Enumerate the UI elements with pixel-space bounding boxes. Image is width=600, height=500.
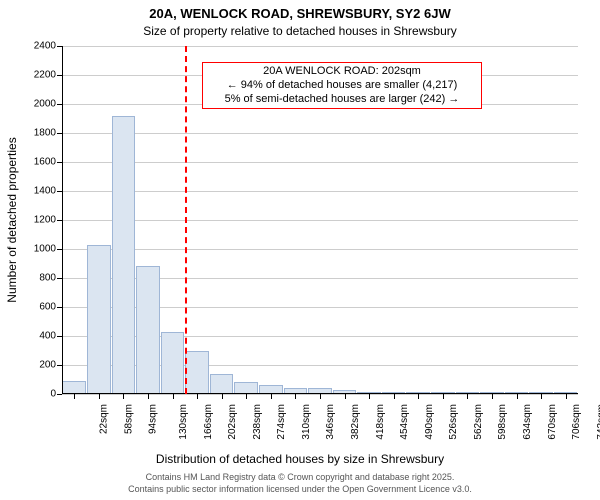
chart-container: { "chart": { "type": "histogram", "title… xyxy=(0,0,600,500)
x-tick-mark xyxy=(197,394,198,399)
histogram-bar xyxy=(161,332,185,394)
x-tick-label: 670sqm xyxy=(547,404,558,440)
chart-title-line2: Size of property relative to detached ho… xyxy=(0,24,600,38)
x-tick-mark xyxy=(541,394,542,399)
y-axis-label: Number of detached properties xyxy=(5,137,19,302)
x-tick-label: 418sqm xyxy=(375,404,386,440)
x-tick-mark xyxy=(271,394,272,399)
y-tick-label: 600 xyxy=(26,302,56,313)
y-tick-label: 800 xyxy=(26,273,56,284)
x-tick-label: 490sqm xyxy=(424,404,435,440)
y-tick-label: 2000 xyxy=(26,99,56,110)
x-tick-label: 130sqm xyxy=(178,404,189,440)
x-axis-line xyxy=(62,393,578,394)
x-tick-label: 166sqm xyxy=(203,404,214,440)
x-tick-label: 526sqm xyxy=(448,404,459,440)
gridline xyxy=(62,249,578,250)
x-tick-label: 634sqm xyxy=(522,404,533,440)
x-tick-mark xyxy=(492,394,493,399)
x-tick-label: 202sqm xyxy=(227,404,238,440)
y-tick-label: 2400 xyxy=(26,41,56,52)
annotation-box: 20A WENLOCK ROAD: 202sqm← 94% of detache… xyxy=(202,62,482,109)
x-tick-mark xyxy=(99,394,100,399)
x-tick-label: 346sqm xyxy=(326,404,337,440)
y-tick-label: 1800 xyxy=(26,128,56,139)
y-tick-label: 2200 xyxy=(26,70,56,81)
y-tick-label: 0 xyxy=(26,389,56,400)
x-tick-label: 598sqm xyxy=(498,404,509,440)
histogram-bar xyxy=(112,116,136,394)
y-tick-label: 400 xyxy=(26,331,56,342)
x-tick-mark xyxy=(148,394,149,399)
x-tick-label: 94sqm xyxy=(148,404,159,434)
x-tick-mark xyxy=(74,394,75,399)
x-tick-mark xyxy=(295,394,296,399)
y-tick-label: 1200 xyxy=(26,215,56,226)
x-axis-label: Distribution of detached houses by size … xyxy=(0,452,600,466)
gridline xyxy=(62,162,578,163)
footer-line-2: Contains public sector information licen… xyxy=(0,484,600,494)
x-tick-mark xyxy=(123,394,124,399)
x-tick-mark xyxy=(345,394,346,399)
x-tick-mark xyxy=(566,394,567,399)
histogram-bar xyxy=(210,374,234,394)
x-tick-label: 58sqm xyxy=(123,404,134,434)
histogram-bar xyxy=(185,351,209,395)
x-tick-label: 382sqm xyxy=(350,404,361,440)
x-tick-mark xyxy=(369,394,370,399)
plot-area: 0200400600800100012001400160018002000220… xyxy=(62,46,578,394)
annotation-line: ← 94% of detached houses are smaller (4,… xyxy=(207,79,477,93)
x-tick-mark xyxy=(418,394,419,399)
x-tick-label: 706sqm xyxy=(571,404,582,440)
x-tick-mark xyxy=(320,394,321,399)
y-axis-line xyxy=(62,46,63,394)
x-tick-label: 22sqm xyxy=(99,404,110,434)
histogram-bar xyxy=(136,266,160,394)
x-tick-mark xyxy=(173,394,174,399)
x-tick-label: 454sqm xyxy=(399,404,410,440)
gridline xyxy=(62,133,578,134)
gridline xyxy=(62,46,578,47)
annotation-line: 5% of semi-detached houses are larger (2… xyxy=(207,93,477,107)
reference-line xyxy=(185,46,187,394)
gridline xyxy=(62,191,578,192)
x-tick-mark xyxy=(222,394,223,399)
y-tick-label: 1600 xyxy=(26,157,56,168)
x-tick-label: 274sqm xyxy=(276,404,287,440)
histogram-bar xyxy=(87,245,111,394)
footer-line-1: Contains HM Land Registry data © Crown c… xyxy=(0,472,600,482)
x-tick-label: 238sqm xyxy=(252,404,263,440)
x-tick-label: 562sqm xyxy=(473,404,484,440)
x-tick-label: 742sqm xyxy=(596,404,600,440)
y-tick-label: 1000 xyxy=(26,244,56,255)
x-tick-mark xyxy=(443,394,444,399)
x-tick-mark xyxy=(394,394,395,399)
x-tick-mark xyxy=(246,394,247,399)
x-tick-mark xyxy=(467,394,468,399)
x-tick-mark xyxy=(517,394,518,399)
y-tick-mark xyxy=(57,394,62,395)
y-tick-label: 1400 xyxy=(26,186,56,197)
annotation-line: 20A WENLOCK ROAD: 202sqm xyxy=(207,65,477,79)
chart-title-line1: 20A, WENLOCK ROAD, SHREWSBURY, SY2 6JW xyxy=(0,6,600,21)
x-tick-label: 310sqm xyxy=(301,404,312,440)
y-tick-label: 200 xyxy=(26,360,56,371)
gridline xyxy=(62,220,578,221)
